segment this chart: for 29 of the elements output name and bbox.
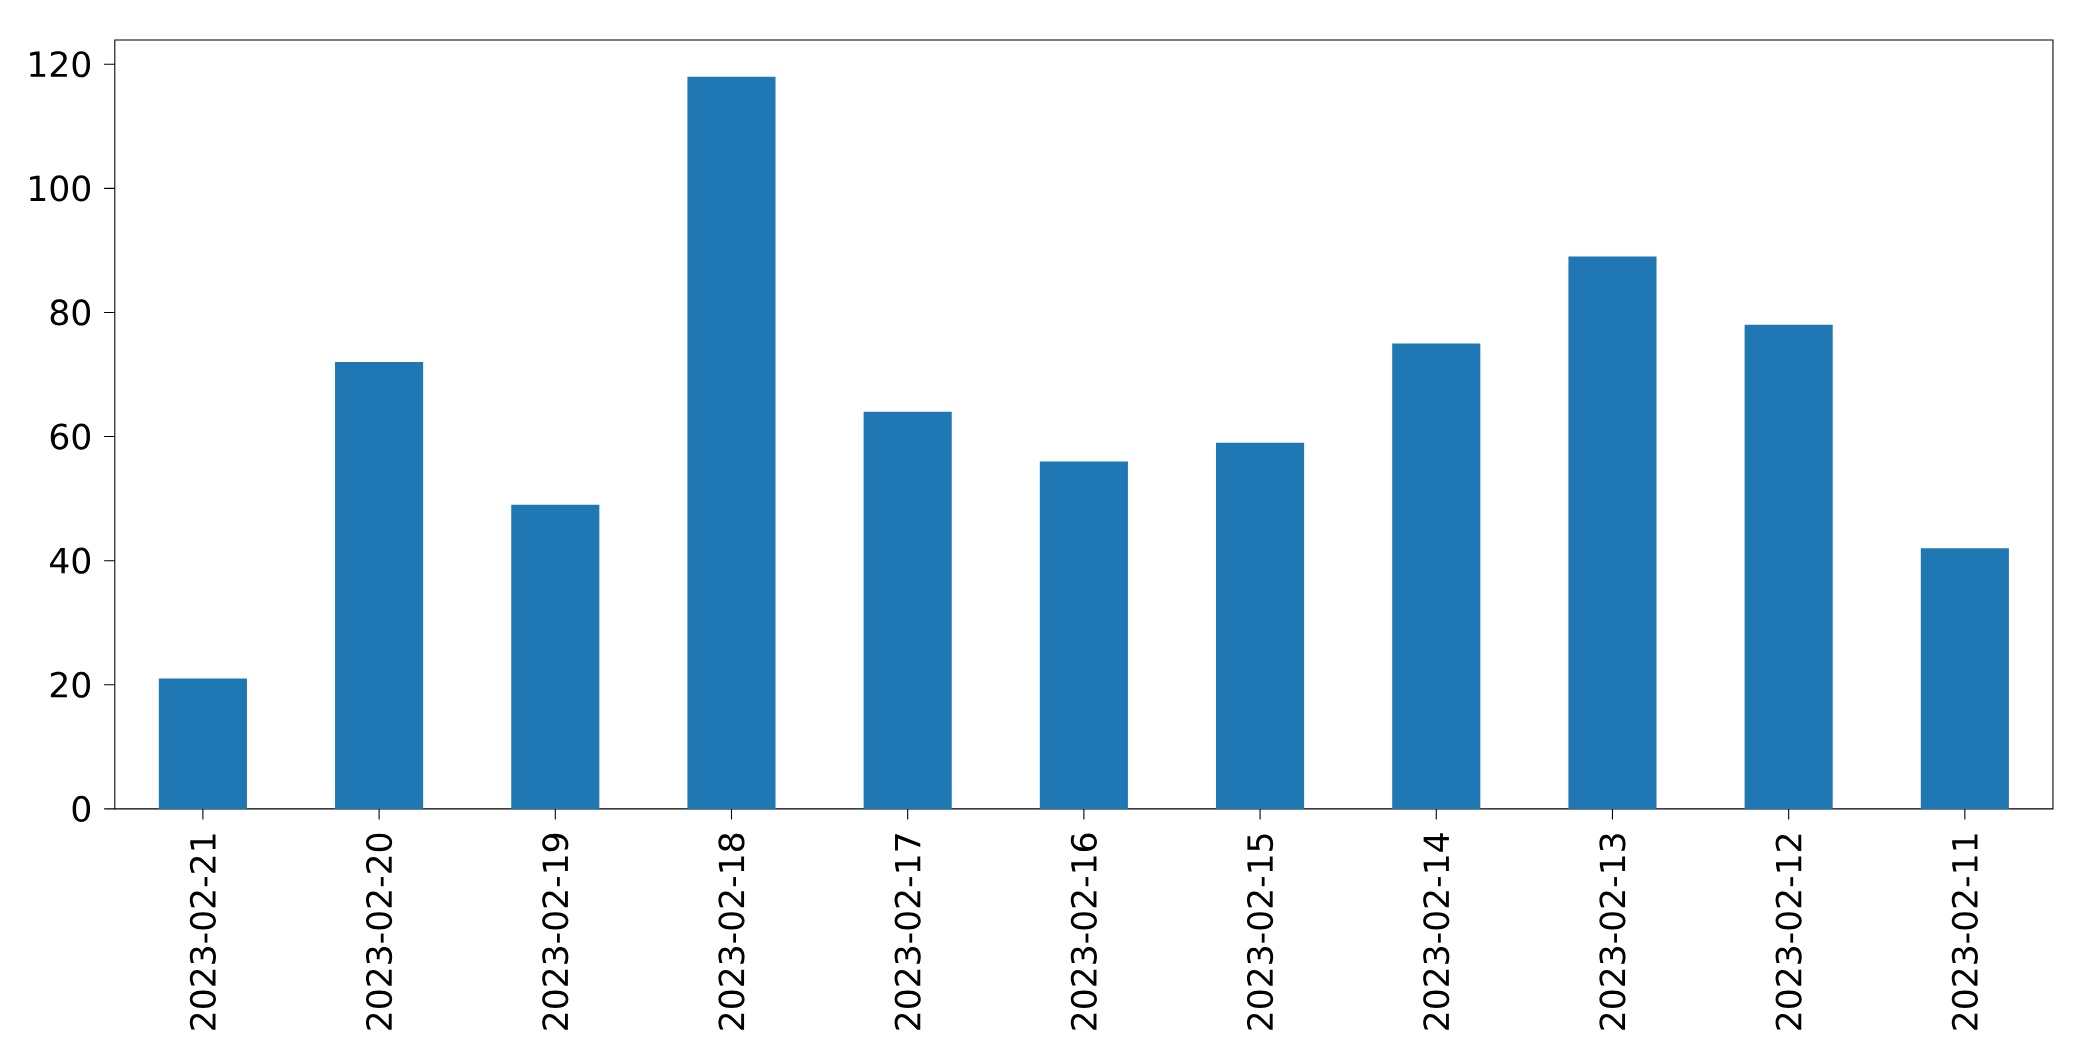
bar [687, 76, 776, 809]
bar [863, 411, 952, 809]
bar [511, 504, 600, 809]
x-tick-label: 2023-02-14 [1423, 833, 1450, 1030]
y-tick-label: 40 [50, 547, 91, 574]
bar [1920, 548, 2009, 809]
y-tick-label: 80 [50, 299, 91, 326]
y-tick-label: 120 [30, 51, 91, 78]
x-tick-label: 2023-02-21 [189, 834, 216, 1030]
y-tick-label: 100 [30, 175, 91, 202]
x-tick-label: 2023-02-11 [1951, 834, 1978, 1030]
x-tick-label: 2023-02-17 [894, 834, 921, 1030]
x-tick-label: 2023-02-19 [542, 833, 569, 1030]
bar [1568, 256, 1657, 809]
bar [158, 678, 247, 809]
bar [1744, 324, 1833, 809]
x-tick-label: 2023-02-13 [1599, 834, 1626, 1030]
x-tick-label: 2023-02-16 [1070, 833, 1097, 1030]
bar [335, 362, 424, 809]
x-tick-label: 2023-02-12 [1775, 834, 1802, 1030]
x-tick-label: 2023-02-20 [366, 833, 393, 1030]
bar [1216, 442, 1305, 809]
bar [1392, 343, 1481, 809]
y-tick-label: 20 [50, 671, 91, 698]
x-tick-label: 2023-02-15 [1246, 834, 1274, 1030]
bar [1039, 461, 1128, 809]
x-tick-label: 2023-02-18 [718, 833, 745, 1030]
y-tick-label: 60 [50, 423, 91, 450]
y-tick-label: 0 [72, 795, 91, 822]
